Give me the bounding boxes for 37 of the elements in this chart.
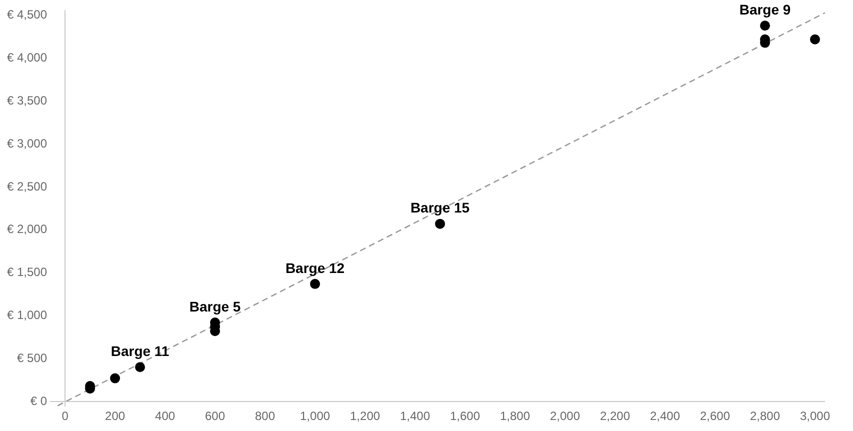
- y-tick-label: € 4,500: [6, 8, 48, 22]
- point: [135, 362, 146, 372]
- point: [310, 278, 320, 289]
- x-tick-label: 1,200: [350, 409, 380, 424]
- x-tick-label: 2,400: [650, 409, 680, 424]
- x-tick-label: 1,800: [500, 409, 530, 424]
- x-tick-label: 0: [62, 409, 69, 424]
- x-tick-label: 2,200: [600, 409, 630, 424]
- annotation: Barge 12: [285, 260, 345, 276]
- y-tick-label: € 2,000: [6, 222, 48, 236]
- x-tick-label: 1,600: [450, 409, 480, 424]
- point: [760, 20, 770, 31]
- y-tick-label: € 4,000: [6, 50, 48, 65]
- annotation: Barge 9: [739, 2, 791, 18]
- x-tick-label: 2,800: [750, 409, 780, 424]
- x-tick-label: 2,600: [700, 409, 730, 424]
- point: [810, 34, 820, 44]
- x-tick-label: 1,000: [300, 409, 330, 424]
- y-tick-label: € 2,500: [6, 179, 48, 194]
- x-tick-label: 200: [105, 409, 126, 424]
- x-tick-label: 3,000: [800, 409, 830, 424]
- point: [110, 373, 120, 384]
- y-tick-label: € 500: [17, 350, 48, 365]
- y-tick-label: € 3,000: [6, 136, 48, 150]
- annotation: Barge 11: [110, 342, 170, 359]
- x-tick-label: 1,400: [400, 409, 430, 424]
- y-tick-label: € 3,500: [6, 93, 48, 108]
- x-tick-label: 600: [205, 409, 226, 424]
- y-tick-label: € 1,500: [6, 265, 48, 280]
- annotation: Barge 5: [189, 298, 241, 314]
- x-tick-label: 800: [255, 409, 276, 424]
- y-tick-label: € 0: [30, 394, 48, 408]
- annotation: Barge 15: [410, 200, 470, 216]
- x-tick-label: 2,000: [550, 409, 580, 424]
- x-tick-label: 400: [155, 409, 176, 424]
- point: [435, 218, 446, 229]
- y-tick-label: € 1,000: [6, 308, 48, 322]
